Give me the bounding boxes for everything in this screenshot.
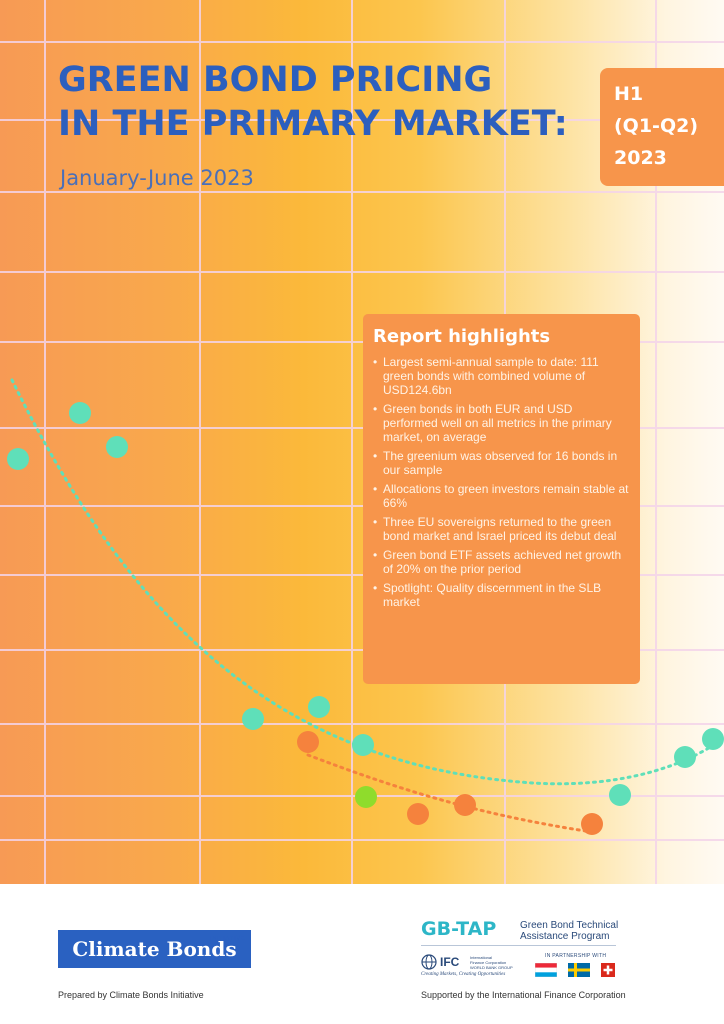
flag-luxembourg-icon: [535, 963, 557, 977]
bullet-icon: •: [373, 355, 378, 369]
gbtap-logo: GB-TAP: [421, 918, 497, 940]
climate-bonds-logo: Climate Bonds INITIATIVE: [58, 930, 251, 968]
orange-dot: [297, 731, 319, 753]
prepared-by-text: Prepared by Climate Bonds Initiative: [58, 990, 204, 1000]
ifc-sub-line-1: International: [470, 955, 493, 960]
green-dot: [355, 786, 377, 808]
teal-dot: [352, 734, 374, 756]
highlight-text: Green bond ETF assets achieved net growt…: [383, 548, 622, 576]
globe-icon: [421, 954, 437, 970]
highlight-item: • Allocations to green investors remain s…: [373, 482, 630, 510]
orange-dots: [297, 731, 603, 835]
highlight-text: Spotlight: Quality discernment in the SL…: [383, 581, 602, 609]
teal-dot: [674, 746, 696, 768]
title-line-2: IN THE PRIMARY MARKET:: [58, 104, 568, 144]
gbtap-name-line-1: Green Bond Technical: [520, 920, 619, 931]
supported-by-text: Supported by the International Finance C…: [421, 990, 626, 1000]
period-half: H1: [614, 83, 644, 105]
period-year: 2023: [614, 147, 667, 169]
highlight-text: Three EU sovereigns returned to the gree…: [383, 515, 617, 543]
highlight-item: • Spotlight: Quality discernment in the S…: [373, 581, 630, 609]
climate-bonds-logo-text: Climate Bonds: [72, 937, 237, 961]
climate-bonds-logo-superscript: INITIATIVE: [209, 936, 245, 942]
period-badge: H1 (Q1-Q2) 2023: [600, 68, 724, 186]
teal-dot: [7, 448, 29, 470]
teal-dot: [242, 708, 264, 730]
partnership-label: IN PARTNERSHIP WITH: [545, 953, 607, 959]
teal-dot: [609, 784, 631, 806]
ifc-sub-line-2: Finance Corporation: [470, 960, 507, 965]
flag-sweden-icon: [568, 963, 590, 977]
flag-switzerland-icon: [601, 963, 615, 977]
highlight-item: • Largest semi-annual sample to date: 111…: [373, 355, 630, 397]
teal-trend-curve: [10, 378, 724, 786]
highlight-text: The greenium was observed for 16 bonds i…: [383, 449, 618, 477]
bullet-icon: •: [373, 402, 378, 416]
highlight-item: • Three EU sovereigns returned to the gre…: [373, 515, 630, 543]
bullet-icon: •: [373, 581, 378, 595]
ifc-logo: IFC: [440, 955, 460, 969]
highlight-item: • The greenium was observed for 16 bonds …: [373, 449, 630, 477]
report-highlights-box: Report highlights • Largest semi-annual s…: [363, 314, 640, 684]
highlights-heading: Report highlights: [373, 326, 551, 347]
cover-artwork: GREEN BOND PRICING IN THE PRIMARY MARKET…: [0, 0, 724, 884]
highlight-text: Green bonds in both EUR and USD performe…: [383, 402, 612, 444]
bullet-icon: •: [373, 515, 378, 529]
orange-dot: [407, 803, 429, 825]
highlight-item: • Green bonds in both EUR and USD perform…: [373, 402, 630, 444]
highlight-text: Allocations to green investors remain st…: [383, 482, 629, 510]
teal-dot: [106, 436, 128, 458]
teal-dot: [702, 728, 724, 750]
title-line-1: GREEN BOND PRICING: [58, 60, 493, 100]
teal-dots: [7, 402, 724, 806]
report-subtitle: January-June 2023: [60, 166, 254, 190]
orange-trend-curve: [306, 753, 594, 834]
gbtap-full-name: Green Bond Technical Assistance Program: [520, 920, 618, 942]
gbtap-divider: [421, 945, 616, 946]
gbtap-name-line-2: Assistance Program: [520, 931, 610, 942]
teal-dot: [69, 402, 91, 424]
teal-dot: [308, 696, 330, 718]
highlight-item: • Green bond ETF assets achieved net grow…: [373, 548, 630, 576]
bullet-icon: •: [373, 548, 378, 562]
ifc-tagline: Creating Markets, Creating Opportunities: [421, 972, 506, 977]
ifc-full-name: International Finance Corporation WORLD …: [470, 955, 513, 970]
ifc-sub-line-3: WORLD BANK GROUP: [470, 965, 513, 970]
report-title: GREEN BOND PRICING IN THE PRIMARY MARKET…: [58, 58, 568, 146]
period-quarters: (Q1-Q2): [614, 115, 698, 137]
orange-dot: [581, 813, 603, 835]
orange-dot: [454, 794, 476, 816]
bullet-icon: •: [373, 482, 378, 496]
highlights-list: • Largest semi-annual sample to date: 111…: [373, 355, 630, 609]
bullet-icon: •: [373, 449, 378, 463]
highlight-text: Largest semi-annual sample to date: 111 …: [383, 355, 599, 397]
